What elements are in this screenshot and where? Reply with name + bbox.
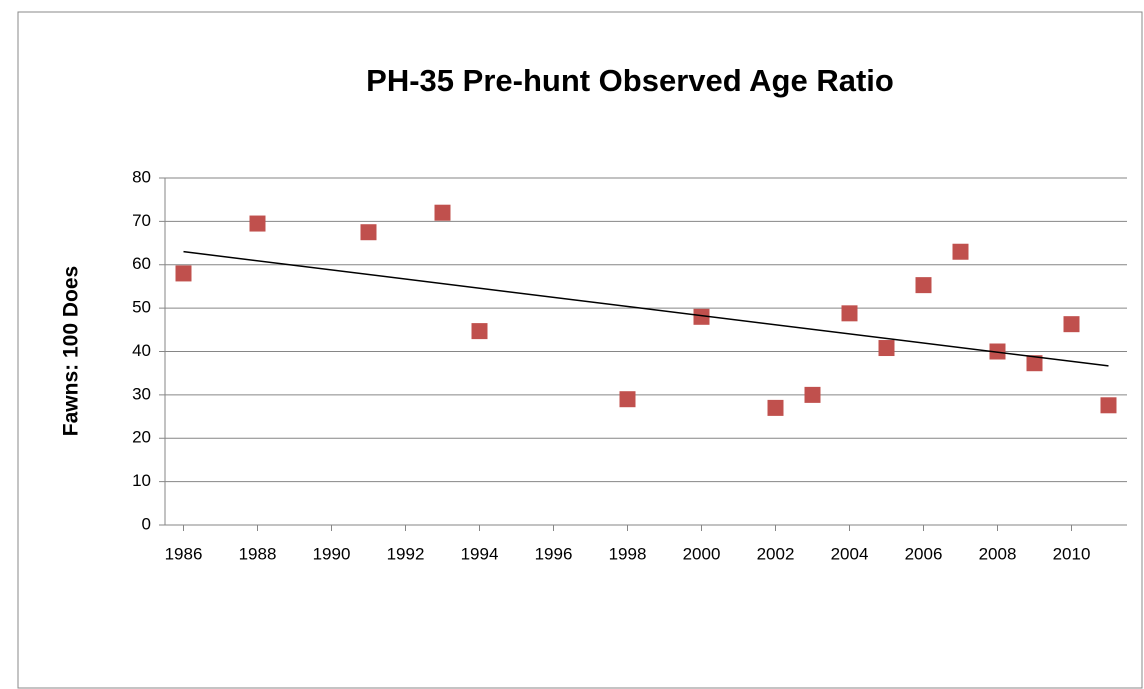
- point: [915, 277, 932, 294]
- x-tick-label: 1988: [239, 544, 277, 563]
- trendline: [183, 250, 1109, 367]
- point: [175, 265, 192, 282]
- y-tick-label: 50: [132, 298, 151, 317]
- point: [841, 305, 858, 322]
- point: [878, 340, 895, 357]
- chart-border: [17, 11, 1143, 689]
- x-tick-label: 2010: [1053, 544, 1091, 563]
- point: [693, 308, 710, 325]
- point: [1063, 316, 1080, 333]
- x-tick-label: 1990: [313, 544, 351, 563]
- point: [360, 224, 377, 241]
- x-tick-label: 1994: [461, 544, 499, 563]
- point: [1026, 355, 1043, 372]
- y-tick-label: 60: [132, 254, 151, 273]
- y-tick-label: 80: [132, 167, 151, 186]
- point: [434, 204, 451, 221]
- x-tick-label: 1998: [609, 544, 647, 563]
- point: [804, 386, 821, 403]
- x-tick-label: 2006: [905, 544, 943, 563]
- point: [619, 391, 636, 408]
- y-tick-label: 10: [132, 471, 151, 490]
- x-tick-label: 2004: [831, 544, 869, 563]
- point: [249, 215, 266, 232]
- y-tick-label: 40: [132, 341, 151, 360]
- x-tick-label: 1992: [387, 544, 425, 563]
- y-tick-label: 30: [132, 384, 151, 403]
- y-tick-label: 20: [132, 428, 151, 447]
- x-tick-label: 2008: [979, 544, 1017, 563]
- x-tick-label: 1986: [165, 544, 203, 563]
- x-tick-label: 2002: [757, 544, 795, 563]
- y-tick-label: 0: [142, 514, 151, 533]
- y-tick-label: 70: [132, 211, 151, 230]
- x-tick-label: 2000: [683, 544, 721, 563]
- chart-title: PH-35 Pre-hunt Observed Age Ratio: [366, 63, 894, 98]
- y-axis-label: Fawns: 100 Does: [60, 266, 83, 436]
- point: [767, 399, 784, 416]
- x-tick-label: 1996: [535, 544, 573, 563]
- point: [952, 243, 969, 260]
- point: [471, 323, 488, 340]
- point: [1100, 397, 1117, 414]
